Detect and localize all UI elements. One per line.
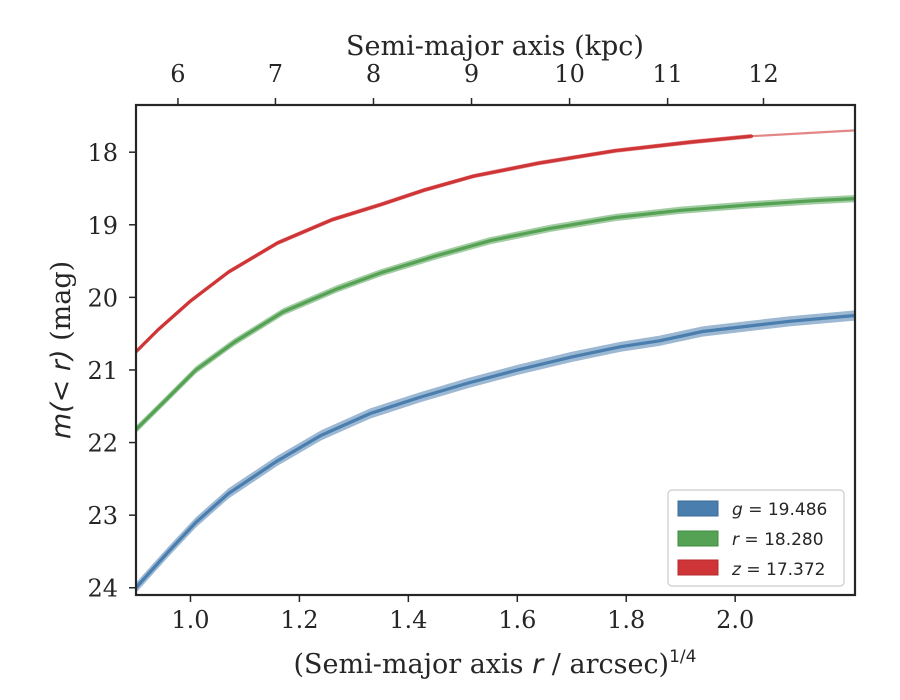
series-band-z bbox=[136, 134, 752, 354]
legend-swatch-g bbox=[677, 500, 719, 517]
series-band-r bbox=[136, 195, 855, 434]
series-z bbox=[136, 129, 855, 354]
x-axis-title-rest: / arcsec) bbox=[543, 649, 669, 680]
x-axis-title: (Semi-major axis r / arcsec)1/4 bbox=[294, 647, 697, 680]
series-g bbox=[136, 310, 855, 593]
top-x-tick-label: 7 bbox=[268, 60, 283, 88]
legend-label-r: r = 18.280 bbox=[732, 530, 824, 550]
legend: g = 19.486 r = 18.280 z = 17.372 bbox=[667, 489, 845, 587]
top-x-tick-label: 12 bbox=[748, 60, 779, 88]
x-axis-title-sup: 1/4 bbox=[669, 647, 696, 667]
x-axis-title-main: (Semi-major axis bbox=[294, 649, 533, 680]
x-tick-label: 2.0 bbox=[716, 606, 754, 634]
y-axis-title-unit: (mag) bbox=[46, 261, 77, 350]
bottom-x-axis: 1.0 1.2 1.4 1.6 1.8 2.0 bbox=[171, 595, 754, 634]
series-line-r bbox=[136, 197, 855, 432]
x-axis-title-var: r bbox=[532, 649, 545, 680]
data-layer bbox=[136, 129, 855, 593]
series-line-g bbox=[136, 313, 855, 590]
y-tick-label: 21 bbox=[87, 357, 118, 385]
x-tick-label: 1.0 bbox=[171, 606, 209, 634]
top-x-tick-label: 10 bbox=[554, 60, 585, 88]
top-x-axis-title: Semi-major axis (kpc) bbox=[346, 31, 644, 62]
legend-swatch-r bbox=[677, 530, 719, 547]
series-line-z bbox=[136, 134, 754, 354]
top-x-tick-label: 9 bbox=[464, 60, 479, 88]
x-tick-label: 1.4 bbox=[389, 606, 427, 634]
legend-swatch-z bbox=[677, 559, 719, 576]
series-extension-z bbox=[751, 129, 855, 138]
left-y-axis: 18 19 20 21 22 23 24 bbox=[87, 139, 136, 603]
y-tick-label: 18 bbox=[87, 139, 118, 167]
x-tick-label: 1.8 bbox=[607, 606, 645, 634]
top-x-tick-label: 8 bbox=[366, 60, 381, 88]
plot-frame bbox=[134, 103, 857, 597]
top-x-tick-label: 6 bbox=[170, 60, 185, 88]
x-tick-label: 1.6 bbox=[498, 606, 536, 634]
legend-label-g: g = 19.486 bbox=[732, 500, 827, 520]
legend-label-z: z = 17.372 bbox=[731, 560, 825, 580]
y-tick-label: 23 bbox=[87, 502, 118, 530]
y-tick-label: 19 bbox=[87, 212, 118, 240]
y-tick-label: 20 bbox=[87, 284, 118, 312]
series-r bbox=[136, 195, 855, 434]
y-tick-label: 24 bbox=[87, 575, 118, 603]
y-tick-label: 22 bbox=[87, 430, 118, 458]
y-axis-title-math: m(< r) bbox=[46, 349, 77, 439]
x-tick-label: 1.2 bbox=[280, 606, 318, 634]
y-axis-title: m(< r) (mag) bbox=[46, 261, 77, 439]
top-x-axis: 6 7 8 9 10 11 12 bbox=[170, 60, 779, 105]
top-x-tick-label: 11 bbox=[652, 60, 683, 88]
